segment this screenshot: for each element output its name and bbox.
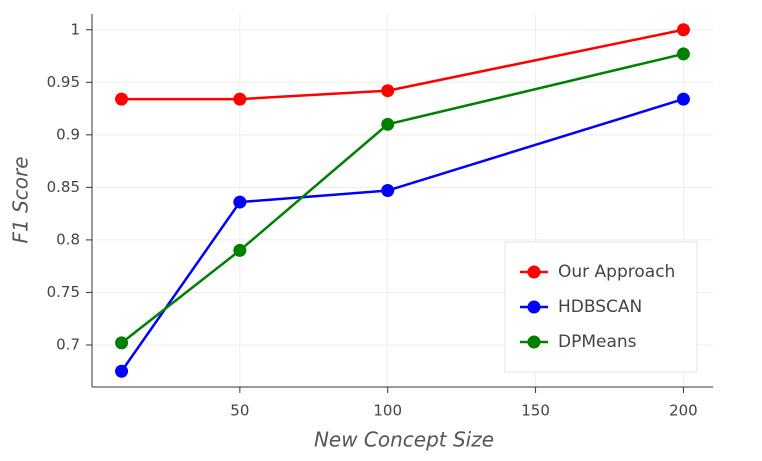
series-line [121, 28, 684, 101]
data-point [233, 243, 247, 257]
y-tick-label: 0.8 [56, 230, 80, 248]
legend-label: DPMeans [558, 332, 637, 352]
data-point [676, 23, 690, 37]
x-tick-label: 200 [669, 402, 698, 420]
y-tick-label: 0.95 [47, 73, 80, 91]
legend-marker [527, 300, 541, 314]
data-point [381, 84, 395, 98]
series-line [120, 52, 684, 344]
y-tick-label: 0.7 [56, 335, 80, 353]
data-point [115, 364, 129, 378]
y-tick-label: 0.9 [56, 125, 80, 143]
legend-marker [527, 335, 541, 349]
data-point [233, 92, 247, 106]
data-point [381, 184, 395, 198]
data-point [676, 92, 690, 106]
data-point [381, 117, 395, 131]
legend-marker [527, 265, 541, 279]
y-tick-label: 0.85 [47, 178, 80, 196]
data-point [115, 336, 129, 350]
legend-label: HDBSCAN [558, 297, 642, 317]
data-point [233, 195, 247, 209]
x-axis-title: New Concept Size [314, 428, 494, 452]
data-point [115, 92, 129, 106]
y-tick-label: 1 [70, 20, 80, 38]
x-tick-label: 150 [521, 402, 550, 420]
y-axis-title: F1 Score [9, 156, 33, 243]
y-tick-label: 0.75 [47, 283, 80, 301]
legend-label: Our Approach [558, 262, 675, 282]
data-point [676, 47, 690, 61]
x-tick-label: 50 [230, 402, 249, 420]
legend: Our Approach HDBSCAN DPMeans [504, 241, 698, 373]
series-line [120, 97, 684, 372]
x-tick-label: 100 [373, 402, 402, 420]
